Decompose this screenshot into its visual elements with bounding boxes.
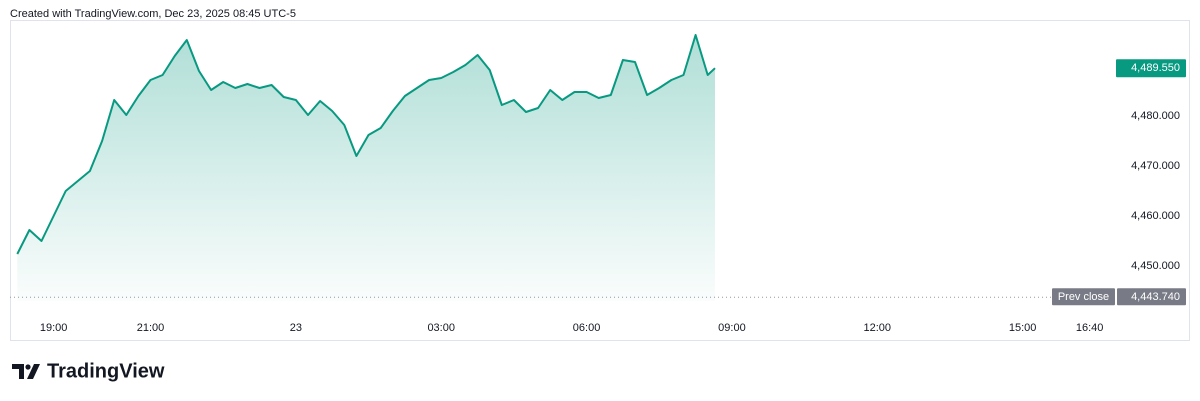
header-text: Created with TradingView.com, Dec 23, 20…	[10, 8, 296, 20]
price-line	[16, 34, 716, 255]
x-tick-label: 16:40	[1076, 322, 1104, 334]
x-tick-label: 03:00	[427, 322, 455, 334]
x-tick-label: 23	[290, 322, 302, 334]
x-tick-label: 21:00	[137, 322, 165, 334]
last-price-box	[1116, 59, 1186, 78]
logo-icon	[12, 364, 40, 379]
y-tick-label: 4,470.000	[1131, 160, 1180, 172]
chart-frame	[10, 20, 1190, 341]
x-tick-label: 19:00	[40, 322, 68, 334]
prev-close-name-box	[1052, 288, 1115, 306]
last-price-label: 4,489.550	[1131, 62, 1180, 74]
y-tick-label: 4,460.000	[1131, 210, 1180, 222]
brand: TradingView	[47, 360, 165, 382]
x-tick-label: 15:00	[1009, 322, 1037, 334]
area-fill	[17, 35, 715, 301]
prev-close-value-box	[1117, 288, 1186, 306]
prev-close-name: Prev close	[1058, 291, 1109, 303]
y-tick-label: 4,450.000	[1131, 260, 1180, 272]
y-tick-label: 4,480.000	[1131, 110, 1180, 122]
x-tick-label: 09:00	[718, 322, 746, 334]
x-tick-label: 12:00	[864, 322, 892, 334]
x-tick-label: 06:00	[573, 322, 601, 334]
prev-close-value: 4,443.740	[1131, 291, 1180, 303]
